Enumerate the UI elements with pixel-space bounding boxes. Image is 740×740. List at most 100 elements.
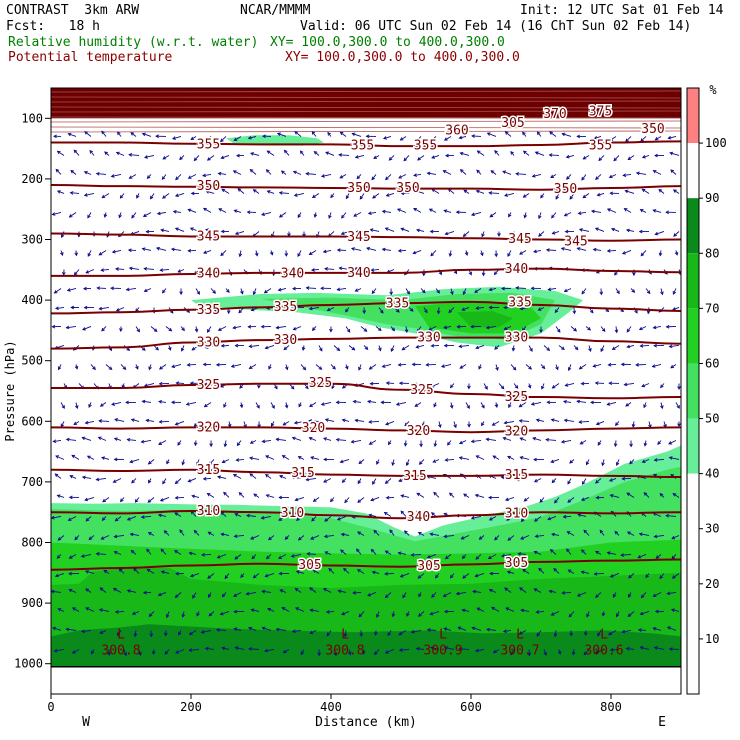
wind-vector [654, 231, 665, 236]
top-band-contour [51, 106, 681, 109]
wind-vector [246, 513, 257, 518]
theta-contour-layer [51, 140, 681, 571]
y-tick-label: 200 [21, 172, 43, 186]
wind-vector [218, 208, 227, 213]
wind-vector [265, 169, 272, 175]
wind-vector [179, 155, 185, 161]
wind-vector [408, 307, 414, 312]
wind-vector [119, 497, 125, 503]
wind-vector [284, 250, 289, 257]
wind-vector [494, 535, 500, 541]
wind-vector [670, 169, 677, 175]
field1-xy: XY= 100.0,300.0 to 400.0,300.0 [270, 35, 505, 50]
wind-vector [641, 188, 650, 194]
low-symbol: L [341, 628, 349, 643]
wind-vector [594, 227, 605, 232]
colorbar-segment [687, 363, 699, 419]
y-tick-label: 100 [21, 111, 43, 125]
wind-vector [470, 212, 482, 217]
wind-vector [66, 288, 77, 292]
wind-vector [660, 383, 665, 389]
wind-vector [356, 548, 362, 555]
wind-vector [165, 326, 173, 332]
wind-vector [428, 208, 437, 213]
wind-vector [643, 440, 648, 447]
wind-vector [532, 436, 542, 441]
wind-vector [206, 155, 215, 161]
top-theta-band [51, 88, 681, 119]
wind-vector [81, 436, 92, 441]
theta-contour-label: 345 [347, 230, 370, 245]
wind-vector [653, 646, 665, 650]
wind-vector [311, 516, 317, 522]
wind-vector [403, 155, 410, 162]
wind-vector [54, 573, 65, 578]
wind-vector [114, 610, 125, 614]
wind-vector [80, 629, 92, 634]
wind-vector [84, 497, 95, 502]
wind-vector [340, 549, 347, 555]
wind-vector [462, 573, 470, 579]
wind-vector [275, 325, 287, 330]
wind-vector [608, 174, 617, 179]
wind-vector [148, 478, 152, 484]
wind-vector [384, 571, 395, 576]
theta-contour-label: 375 [589, 105, 612, 120]
wind-vector [406, 611, 410, 617]
wind-vector [276, 132, 287, 137]
wind-vector [508, 212, 512, 218]
wind-vector [185, 402, 197, 406]
wind-vector [156, 211, 167, 216]
y-tick-label: 700 [21, 475, 43, 489]
wind-vector [626, 326, 632, 333]
wind-vector [398, 648, 410, 652]
wind-vector [323, 437, 332, 441]
wind-vector [163, 630, 168, 637]
wind-vector [107, 649, 111, 656]
wind-vector [652, 209, 662, 213]
wind-vector [338, 266, 350, 271]
wind-vector [250, 152, 260, 156]
y-tick-label: 1000 [14, 657, 43, 671]
wind-vector [490, 170, 497, 175]
wind-vector [324, 551, 332, 555]
wind-vector [215, 362, 227, 367]
wind-vector [385, 421, 395, 426]
wind-vector [643, 402, 647, 409]
wind-vector [430, 343, 440, 348]
wind-vector [174, 227, 185, 232]
wind-vector [223, 440, 228, 448]
wind-vector [356, 569, 365, 574]
wind-vector [607, 362, 617, 367]
wind-vector [510, 364, 517, 371]
humidity-fill-layer [51, 88, 681, 667]
wind-vector [99, 587, 107, 593]
wind-vector [328, 212, 332, 219]
wind-vector [206, 493, 215, 498]
wind-vector [654, 609, 665, 614]
wind-vector [70, 305, 80, 310]
wind-vector [384, 550, 392, 555]
wind-vector [190, 136, 197, 141]
x-axis-right-end-label: E [658, 715, 666, 730]
wind-vector [249, 473, 257, 479]
wind-vector [269, 250, 274, 256]
wind-vector [71, 454, 80, 460]
wind-vector [385, 193, 395, 197]
wind-vector [637, 628, 647, 632]
wind-vector [339, 174, 347, 179]
wind-vector [115, 307, 125, 312]
wind-vector [230, 364, 242, 368]
wind-vector [264, 648, 275, 653]
wind-vector [609, 136, 617, 142]
top-band-contour [51, 116, 681, 119]
y-tick-label: 300 [21, 233, 43, 247]
wind-vector [502, 436, 512, 441]
wind-vector [215, 628, 227, 632]
wind-vector [234, 513, 242, 517]
wind-vector [282, 649, 290, 654]
wind-vector [193, 155, 200, 162]
wind-vector [563, 212, 572, 217]
wind-vector [426, 171, 437, 176]
wind-vector [652, 325, 662, 330]
